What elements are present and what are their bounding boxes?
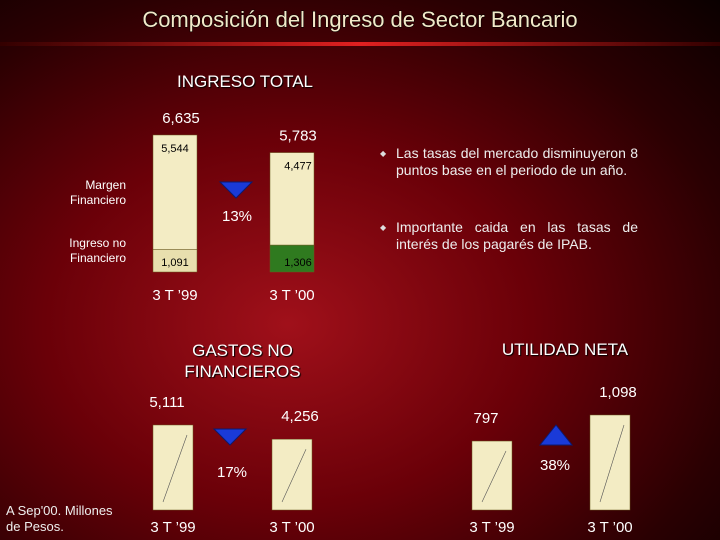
total-label: 5,783 bbox=[279, 128, 317, 145]
slide-title: Composición del Ingreso de Sector Bancar… bbox=[142, 7, 577, 32]
value-label: 5,544 bbox=[161, 143, 189, 155]
bar-detail bbox=[281, 449, 307, 503]
change-arrow bbox=[212, 428, 248, 446]
value-label: 1,306 bbox=[284, 257, 312, 269]
change-label: 38% bbox=[540, 457, 570, 474]
chart-title: GASTOS NO FINANCIEROS bbox=[184, 341, 301, 381]
bullet: Las tasas del mercado disminuyeron 8 pun… bbox=[380, 145, 638, 179]
x-tick-label: 3 T ’00 bbox=[587, 519, 632, 536]
bullet-text: Importante caida en las tasas de interés… bbox=[396, 219, 638, 252]
footnote: A Sep'00. Millones de Pesos. bbox=[6, 503, 113, 534]
bar-detail bbox=[599, 424, 625, 503]
total-label: 6,635 bbox=[162, 110, 200, 127]
bar bbox=[269, 152, 315, 246]
chart-title: INGRESO TOTAL bbox=[176, 72, 314, 91]
series-label: Ingreso no Financiero bbox=[69, 236, 126, 265]
title-rule bbox=[0, 42, 720, 46]
x-tick-label: 3 T ’99 bbox=[152, 287, 197, 304]
bar bbox=[152, 134, 198, 250]
value-label: 5,111 bbox=[149, 394, 184, 411]
bullet-text: Las tasas del mercado disminuyeron 8 pun… bbox=[396, 145, 638, 178]
value-label: 797 bbox=[473, 410, 498, 427]
series-label-text: Margen Financiero bbox=[69, 178, 126, 207]
bar bbox=[589, 414, 631, 511]
value-label: 1,091 bbox=[161, 257, 189, 269]
bar-detail bbox=[481, 450, 507, 503]
change-arrow bbox=[218, 181, 254, 199]
value-label: 4,477 bbox=[284, 160, 312, 172]
value-label: 1,098 bbox=[599, 384, 637, 401]
x-tick-label: 3 T ’00 bbox=[269, 287, 314, 304]
bullet: Importante caida en las tasas de interés… bbox=[380, 219, 638, 253]
chart-title: UTILIDAD NETA bbox=[501, 340, 629, 359]
series-label: Margen Financiero bbox=[69, 178, 126, 207]
x-tick-label: 3 T ’00 bbox=[269, 519, 314, 536]
value-label: 4,256 bbox=[281, 408, 319, 425]
change-label: 13% bbox=[222, 208, 252, 225]
x-tick-label: 3 T ’99 bbox=[469, 519, 514, 536]
bar-detail bbox=[162, 434, 188, 503]
change-label: 17% bbox=[217, 464, 247, 481]
series-label-text: Ingreso no Financiero bbox=[69, 236, 126, 265]
bar bbox=[152, 424, 194, 511]
x-tick-label: 3 T ’99 bbox=[150, 519, 195, 536]
change-arrow bbox=[538, 424, 574, 446]
